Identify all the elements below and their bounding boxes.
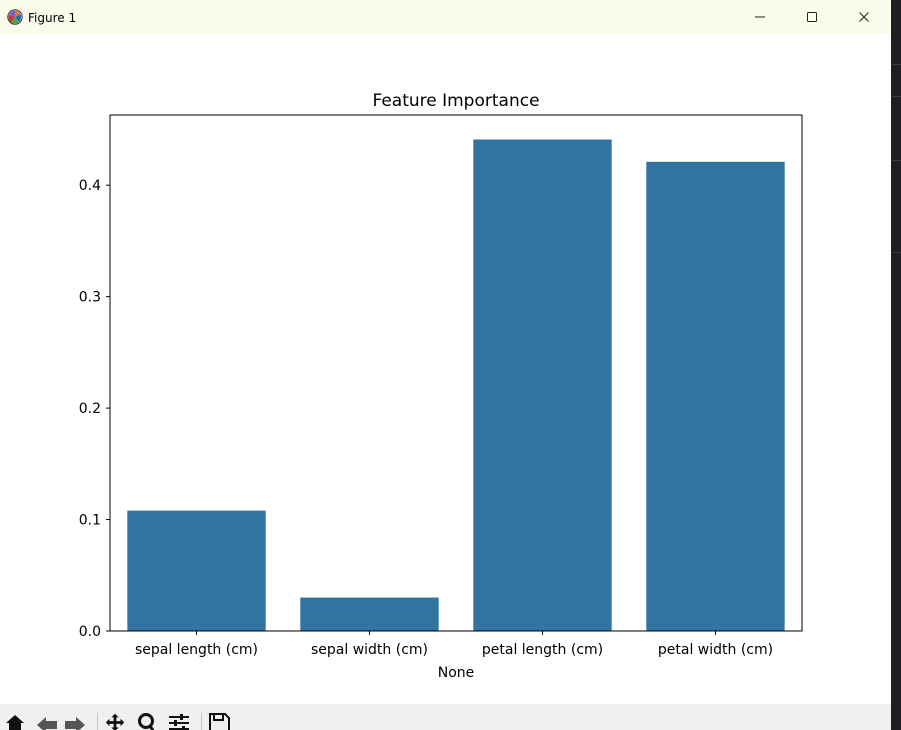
y-tick-label: 0.4 bbox=[79, 178, 101, 194]
matplotlib-logo-icon bbox=[7, 9, 23, 25]
x-tick-label: sepal length (cm) bbox=[135, 642, 258, 658]
minimize-icon bbox=[755, 16, 765, 18]
x-tick-label: petal length (cm) bbox=[482, 642, 603, 658]
toolbar-separator bbox=[201, 713, 202, 730]
pan-button[interactable] bbox=[104, 712, 126, 730]
save-button[interactable] bbox=[208, 712, 230, 730]
bar-chart: Feature Importance 0.0 0.1 0.2 0.3 0.4 sepal… bbox=[79, 91, 803, 681]
home-button[interactable] bbox=[4, 712, 26, 730]
y-tick-label: 0.0 bbox=[79, 624, 101, 640]
save-icon bbox=[209, 713, 230, 730]
back-icon bbox=[37, 717, 57, 730]
home-icon bbox=[6, 715, 24, 730]
x-axis-label: None bbox=[438, 665, 475, 681]
close-icon bbox=[859, 12, 869, 22]
bar bbox=[127, 510, 266, 631]
maximize-icon bbox=[807, 12, 817, 22]
title-bar[interactable]: Figure 1 bbox=[0, 0, 891, 34]
bar bbox=[300, 597, 439, 631]
y-tick-label: 0.1 bbox=[79, 513, 101, 529]
back-button[interactable] bbox=[36, 712, 58, 730]
configure-subplots-button[interactable] bbox=[168, 712, 190, 730]
window-title: Figure 1 bbox=[28, 11, 77, 25]
pan-icon bbox=[105, 713, 125, 730]
toolbar-separator bbox=[97, 713, 98, 730]
x-tick-label: sepal width (cm) bbox=[311, 642, 428, 658]
bar bbox=[646, 161, 785, 631]
bar bbox=[473, 139, 612, 631]
navigation-toolbar bbox=[0, 704, 891, 730]
close-button[interactable] bbox=[841, 0, 887, 34]
background-window-edge bbox=[891, 0, 901, 730]
chart-title: Feature Importance bbox=[372, 91, 539, 111]
y-tick-label: 0.2 bbox=[79, 401, 101, 417]
forward-button[interactable] bbox=[64, 712, 86, 730]
y-tick-label: 0.3 bbox=[79, 290, 101, 306]
forward-icon bbox=[65, 717, 85, 730]
minimize-button[interactable] bbox=[737, 0, 783, 34]
x-tick-label: petal width (cm) bbox=[658, 642, 773, 658]
maximize-button[interactable] bbox=[789, 0, 835, 34]
zoom-icon bbox=[138, 713, 155, 730]
figure-canvas[interactable]: Feature Importance 0.0 0.1 0.2 0.3 0.4 sepal… bbox=[0, 34, 891, 704]
zoom-button[interactable] bbox=[136, 712, 158, 730]
axes-frame bbox=[109, 114, 803, 632]
configure-subplots-icon bbox=[169, 714, 189, 730]
